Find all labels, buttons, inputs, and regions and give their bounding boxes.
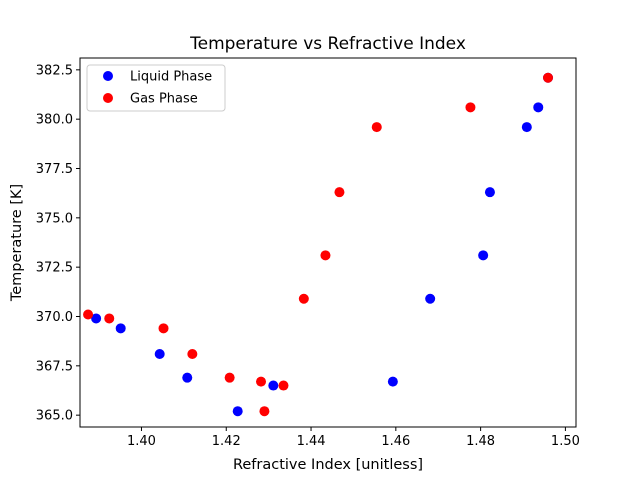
data-point-gas-phase: [259, 406, 270, 417]
plot-area: [80, 58, 576, 427]
data-point-gas-phase: [465, 102, 476, 113]
x-tick-label: 1.44: [297, 434, 326, 449]
data-point-gas-phase: [83, 309, 94, 320]
data-point-liquid-phase: [387, 376, 398, 387]
chart-title: Temperature vs Refractive Index: [189, 34, 466, 54]
data-point-gas-phase: [334, 187, 345, 198]
legend-marker-liquid-phase: [103, 71, 113, 81]
data-point-liquid-phase: [115, 323, 126, 334]
data-points: [83, 72, 554, 417]
data-point-liquid-phase: [232, 406, 243, 417]
y-tick-label: 367.5: [36, 359, 73, 374]
data-point-liquid-phase: [91, 313, 102, 324]
y-tick-label: 365.0: [36, 409, 73, 424]
y-tick-label: 377.5: [36, 162, 73, 177]
y-tick-label: 370.0: [36, 310, 73, 325]
data-point-liquid-phase: [425, 293, 436, 304]
legend: Liquid Phase Gas Phase: [86, 64, 226, 112]
y-axis-label: Temperature [K]: [9, 184, 25, 302]
data-point-gas-phase: [371, 122, 382, 133]
legend-label-liquid-phase: Liquid Phase: [130, 70, 212, 85]
data-point-gas-phase: [298, 293, 309, 304]
y-tick-label: 375.0: [36, 211, 73, 226]
x-tick-label: 1.40: [127, 434, 156, 449]
x-tick-label: 1.42: [212, 434, 241, 449]
data-point-gas-phase: [187, 348, 198, 359]
data-point-liquid-phase: [533, 102, 544, 113]
y-tick-label: 372.5: [36, 261, 73, 276]
y-tick-label: 380.0: [36, 113, 73, 128]
y-tick-label: 382.5: [36, 63, 73, 78]
data-point-gas-phase: [224, 372, 235, 383]
x-tick-label: 1.46: [381, 434, 410, 449]
data-point-liquid-phase: [521, 122, 532, 133]
legend-label-gas-phase: Gas Phase: [130, 92, 198, 107]
data-point-liquid-phase: [154, 348, 165, 359]
data-point-liquid-phase: [484, 187, 495, 198]
data-point-liquid-phase: [182, 372, 193, 383]
data-point-gas-phase: [278, 380, 289, 391]
legend-marker-gas-phase: [103, 93, 113, 103]
data-point-gas-phase: [104, 313, 115, 324]
x-axis-label: Refractive Index [unitless]: [233, 457, 423, 473]
axis-ticks: 1.40 1.42 1.44 1.46 1.48 1.50 365.0 367.5 370.0 3…: [36, 63, 580, 449]
data-point-gas-phase: [256, 376, 267, 387]
plot-frame: [79, 57, 577, 428]
data-point-gas-phase: [320, 250, 331, 261]
x-tick-label: 1.50: [551, 434, 580, 449]
x-tick-label: 1.48: [466, 434, 495, 449]
data-point-liquid-phase: [268, 380, 279, 391]
data-point-gas-phase: [543, 72, 554, 83]
data-point-liquid-phase: [478, 250, 489, 261]
legend-box: [86, 64, 226, 112]
data-point-gas-phase: [158, 323, 169, 334]
